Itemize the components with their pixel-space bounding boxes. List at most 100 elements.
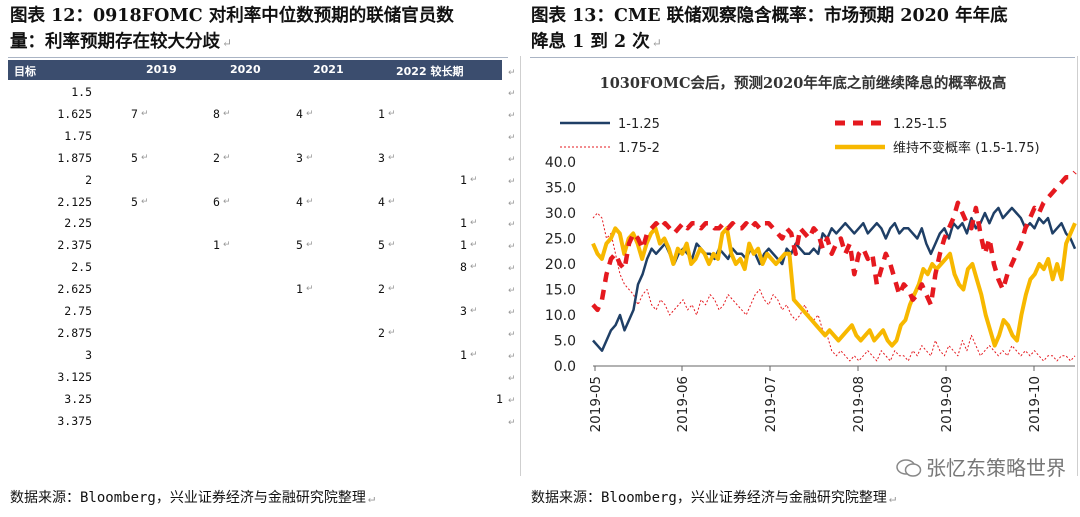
cell-2021: 5 bbox=[296, 238, 303, 253]
paragraph-mark-icon: ↵ bbox=[508, 89, 516, 99]
target-cell: 2.5 bbox=[71, 260, 92, 275]
wechat-icon bbox=[896, 459, 922, 477]
right-figure-title-line2: 降息 1 到 2 次 ↵ bbox=[531, 32, 662, 52]
y-tick-label: 5.0 bbox=[554, 334, 576, 350]
target-cell: 1.875 bbox=[57, 150, 92, 165]
paragraph-mark-icon: ↵ bbox=[388, 284, 396, 295]
paragraph-mark-icon: ↵ bbox=[306, 108, 314, 119]
paragraph-mark-icon: ↵ bbox=[223, 240, 231, 251]
paragraph-mark-icon: ↵ bbox=[222, 36, 233, 50]
target-cell: 3 bbox=[85, 347, 92, 362]
y-tick-label: 30.0 bbox=[545, 206, 576, 222]
cell-2020: 8 bbox=[213, 106, 220, 121]
cell-2020: 1 bbox=[213, 238, 220, 253]
paragraph-mark-icon: ↵ bbox=[223, 108, 231, 119]
x-tick-label: 2019-06 bbox=[675, 376, 691, 432]
cell-longer-run: 1 bbox=[460, 238, 467, 253]
header-2021: 2021 bbox=[313, 63, 344, 76]
target-cell: 3.125 bbox=[57, 369, 92, 384]
column-divider bbox=[520, 56, 521, 476]
paragraph-mark-icon: ↵ bbox=[388, 327, 396, 338]
paragraph-mark-icon: ↵ bbox=[470, 262, 478, 273]
right-source-note: 数据来源：Bloomberg，兴业证券经济与金融研究院整理 ↵ bbox=[531, 490, 897, 506]
legend-label-s1: 1-1.25 bbox=[618, 117, 660, 132]
left-figure-title-line2: 量：利率预期存在较大分歧 ↵ bbox=[10, 32, 233, 52]
paragraph-mark-icon: ↵ bbox=[651, 36, 662, 50]
paragraph-mark-icon: ↵ bbox=[508, 242, 516, 253]
paragraph-mark-icon: ↵ bbox=[141, 152, 149, 163]
cme-probability-chart: 1030FOMC会后，预测2020年年底之前继续降息的概率极高 1-1.25 1.2… bbox=[545, 74, 1077, 432]
target-cell: 2.25 bbox=[64, 216, 92, 231]
header-2020: 2020 bbox=[230, 63, 261, 76]
cell-2019: 7 bbox=[131, 106, 138, 121]
target-cell: 2.125 bbox=[57, 194, 92, 209]
paragraph-mark-icon: ↵ bbox=[508, 68, 516, 78]
paragraph-mark-icon: ↵ bbox=[470, 218, 478, 229]
cell-2022: 1 bbox=[378, 106, 385, 121]
y-tick-label: 15.0 bbox=[545, 283, 576, 299]
right-figure-title-line1: 图表 13：CME 联储观察隐含概率：市场预期 2020 年年底 bbox=[531, 6, 1008, 26]
y-tick-label: 10.0 bbox=[545, 308, 576, 324]
target-cell: 3.25 bbox=[64, 391, 92, 406]
paragraph-mark-icon: ↵ bbox=[388, 108, 396, 119]
cell-2022: 2 bbox=[378, 282, 385, 297]
legend-label-s3: 1.75-2 bbox=[618, 141, 660, 156]
cell-2021: 3 bbox=[296, 150, 303, 165]
x-tick-label: 2019-05 bbox=[588, 376, 604, 432]
paragraph-mark-icon: ↵ bbox=[470, 240, 478, 251]
paragraph-mark-icon: ↵ bbox=[306, 240, 314, 251]
wechat-watermark: 张忆东策略世界 bbox=[896, 452, 1066, 481]
target-cell: 2.375 bbox=[57, 238, 92, 253]
legend-label-s2: 1.25-1.5 bbox=[893, 117, 947, 132]
target-cell: 2 bbox=[85, 172, 92, 187]
header-2022-longer-run: 2022 较长期 bbox=[396, 65, 464, 78]
paragraph-mark-icon: ↵ bbox=[141, 196, 149, 207]
header-2019: 2019 bbox=[146, 63, 177, 76]
y-tick-label: 25.0 bbox=[545, 232, 576, 248]
paragraph-mark-icon: ↵ bbox=[508, 176, 516, 187]
paragraph-mark-icon: ↵ bbox=[388, 240, 396, 251]
cell-longer-run: 1 bbox=[496, 391, 503, 406]
cell-2021: 1 bbox=[296, 282, 303, 297]
paragraph-mark-icon: ↵ bbox=[508, 351, 516, 362]
paragraph-mark-icon: ↵ bbox=[508, 198, 516, 209]
cell-2022: 4 bbox=[378, 194, 385, 209]
paragraph-mark-icon: ↵ bbox=[223, 196, 231, 207]
x-tick-label: 2019-08 bbox=[851, 376, 867, 432]
paragraph-mark-icon: ↵ bbox=[508, 395, 516, 406]
paragraph-mark-icon: ↵ bbox=[508, 132, 516, 143]
paragraph-mark-icon: ↵ bbox=[306, 196, 314, 207]
target-cell: 3.375 bbox=[57, 413, 92, 428]
target-cell: 2.875 bbox=[57, 325, 92, 340]
table-header: 目标 2019 2020 2021 2022 较长期 bbox=[8, 60, 502, 80]
chart-title: 1030FOMC会后，预测2020年年底之前继续降息的概率极高 bbox=[600, 74, 1007, 92]
paragraph-mark-icon: ↵ bbox=[388, 152, 396, 163]
cell-longer-run: 1 bbox=[460, 216, 467, 231]
series-line-s3 bbox=[592, 212, 1076, 362]
paragraph-mark-icon: ↵ bbox=[508, 373, 516, 384]
cell-2021: 4 bbox=[296, 194, 303, 209]
paragraph-mark-icon: ↵ bbox=[508, 417, 516, 428]
cell-2019: 5 bbox=[131, 194, 138, 209]
paragraph-mark-icon: ↵ bbox=[388, 196, 396, 207]
paragraph-mark-icon: ↵ bbox=[508, 308, 516, 318]
target-cell: 2.625 bbox=[57, 282, 92, 297]
series-line-s4 bbox=[591, 222, 1077, 348]
header-target: 目标 bbox=[14, 65, 36, 78]
y-tick-label: 40.0 bbox=[545, 155, 576, 171]
left-source-note: 数据来源：Bloomberg，兴业证券经济与金融研究院整理 ↵ bbox=[10, 490, 376, 506]
cell-longer-run: 1 bbox=[460, 172, 467, 187]
paragraph-mark-icon: ↵ bbox=[508, 110, 516, 121]
cell-2019: 5 bbox=[131, 150, 138, 165]
cell-2022: 5 bbox=[378, 238, 385, 253]
paragraph-mark-icon: ↵ bbox=[470, 349, 478, 360]
target-cell: 1.75 bbox=[64, 128, 92, 143]
paragraph-mark-icon: ↵ bbox=[306, 284, 314, 295]
paragraph-mark-icon: ↵ bbox=[470, 306, 478, 316]
cell-2022: 2 bbox=[378, 325, 385, 340]
paragraph-mark-icon: ↵ bbox=[508, 154, 516, 165]
cell-2020: 6 bbox=[213, 194, 220, 209]
paragraph-mark-icon: ↵ bbox=[306, 152, 314, 163]
x-tick-label: 2019-09 bbox=[939, 376, 955, 432]
paragraph-mark-icon: ↵ bbox=[508, 286, 516, 297]
